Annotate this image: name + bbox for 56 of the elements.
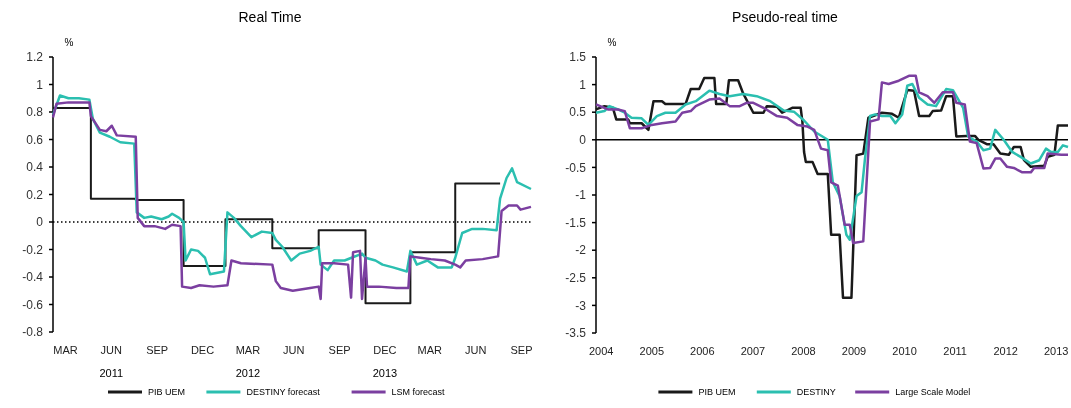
- y-tick-label: 0.5: [569, 105, 587, 120]
- y-tick-label: -3.5: [565, 326, 587, 341]
- y-tick-label: 1: [36, 77, 44, 92]
- y-tick-label: -0.8: [22, 325, 44, 340]
- text: 2012: [235, 367, 261, 379]
- y-tick-label: 1.2: [26, 50, 44, 65]
- x-tick-label: 2010: [892, 345, 917, 357]
- chart-title: Pseudo-real time: [732, 9, 839, 25]
- x-tick-label: SEP: [328, 344, 351, 356]
- y-tick-label: 0: [36, 215, 44, 230]
- legend-label: DESTINY: [796, 387, 836, 398]
- x-tick-label: 2012: [993, 345, 1018, 357]
- y-tick-label: -1.5: [565, 215, 587, 230]
- y-tick-label: -2: [575, 243, 587, 258]
- legend-label: DESTINY forecast: [246, 387, 321, 398]
- x-tick-label: SEP: [510, 344, 533, 356]
- y-axis-title: %: [607, 37, 617, 48]
- x-tick-label: MAR: [53, 344, 78, 356]
- text: 2013: [372, 367, 398, 379]
- y-tick-label: 0.2: [26, 187, 44, 202]
- x-tick-label: 2006: [690, 345, 715, 357]
- y-tick-label: -2.5: [565, 271, 587, 285]
- x-tick-label: 2013: [1043, 345, 1069, 357]
- x-tick-label: DEC: [373, 344, 397, 356]
- chart-title: Real Time: [238, 9, 302, 25]
- legend-label: PIB UEM: [698, 387, 736, 398]
- y-axis-title: %: [64, 37, 74, 48]
- x-tick-label: DEC: [190, 344, 215, 356]
- legend-label: Large Scale Model: [895, 387, 971, 398]
- x-tick-label: 2005: [639, 345, 665, 357]
- x-tick-label: 2007: [740, 345, 766, 357]
- x-tick-label: 2008: [791, 345, 816, 357]
- y-tick-label: 0.8: [26, 105, 44, 120]
- y-tick-label: -0.2: [22, 242, 44, 257]
- y-tick-label: 0.4: [26, 160, 44, 175]
- x-tick-label: MAR: [417, 344, 443, 356]
- x-tick-label: MAR: [235, 344, 261, 356]
- y-tick-label: -1: [575, 188, 587, 203]
- text: 2011: [99, 367, 124, 379]
- x-tick-label: JUN: [464, 344, 487, 356]
- y-tick-label: -0.4: [22, 270, 44, 285]
- x-tick-label: SEP: [146, 344, 169, 356]
- x-tick-label: 2011: [943, 345, 967, 357]
- y-tick-label: -0.5: [565, 160, 587, 175]
- x-tick-label: JUN: [100, 344, 123, 356]
- legend-label: LSM forecast: [391, 387, 446, 398]
- x-tick-label: 2004: [589, 345, 614, 357]
- y-tick-label: 0.6: [26, 132, 44, 147]
- y-tick-label: 1.5: [569, 50, 587, 65]
- y-tick-label: -3: [575, 298, 587, 313]
- x-tick-label: JUN: [283, 344, 305, 356]
- y-tick-label: -0.6: [22, 297, 44, 312]
- y-tick-label: 1: [579, 77, 587, 92]
- legend-label: PIB UEM: [148, 387, 186, 398]
- y-tick-label: 0: [579, 133, 587, 147]
- x-tick-label: 2009: [841, 345, 867, 357]
